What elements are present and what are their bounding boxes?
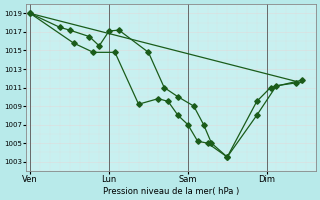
X-axis label: Pression niveau de la mer( hPa ): Pression niveau de la mer( hPa ) xyxy=(103,187,239,196)
